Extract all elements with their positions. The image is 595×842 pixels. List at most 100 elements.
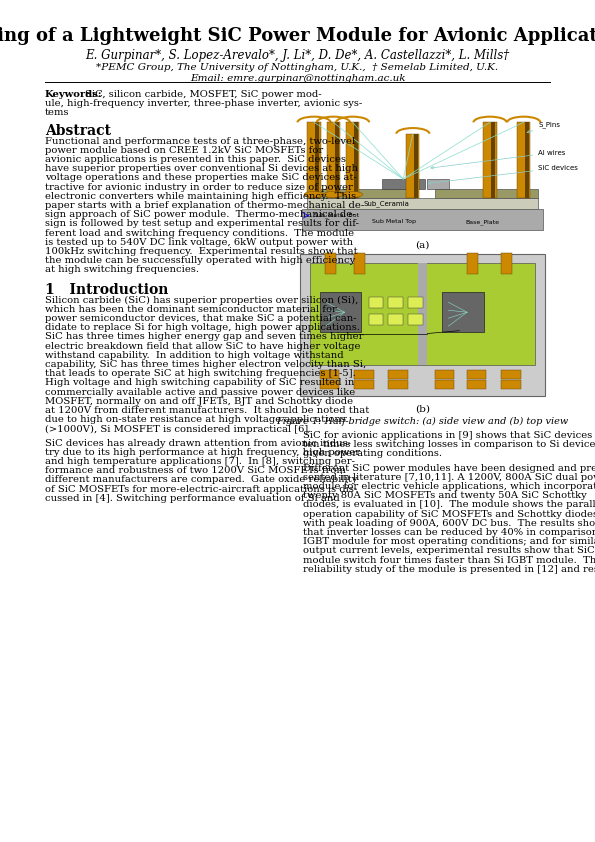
Text: 100kHz switching frequency.  Experimental results show that: 100kHz switching frequency. Experimental… <box>45 247 358 256</box>
Text: ule, high-frequency inverter, three-phase inverter, avionic sys-: ule, high-frequency inverter, three-phas… <box>45 99 362 109</box>
Bar <box>418 263 427 365</box>
Bar <box>308 122 321 198</box>
Text: MOSFET, normally on and off JFETs, BJT and Schottky diode: MOSFET, normally on and off JFETs, BJT a… <box>45 397 353 406</box>
Text: SiC has three times higher energy gap and seven times higher: SiC has three times higher energy gap an… <box>45 333 364 341</box>
Bar <box>435 381 455 389</box>
Text: paper starts with a brief explanation of thermo-mechanical de-: paper starts with a brief explanation of… <box>45 201 364 210</box>
Text: SiC devices: SiC devices <box>428 165 578 184</box>
Text: didate to replace Si for high voltage, high power applications.: didate to replace Si for high voltage, h… <box>45 323 360 333</box>
Text: capability, SiC has three times higher electron velocity than Si,: capability, SiC has three times higher e… <box>45 360 367 369</box>
Bar <box>442 292 484 332</box>
Text: output current levels, experimental results show that SiC: output current levels, experimental resu… <box>303 546 595 556</box>
Text: commercially available active and passive power devices like: commercially available active and passiv… <box>45 387 355 397</box>
Text: Figure 1: Half-bridge switch: (a) side view and (b) top view: Figure 1: Half-bridge switch: (a) side v… <box>276 417 569 426</box>
Text: voltage operations and these properties make SiC devices at-: voltage operations and these properties … <box>45 173 357 183</box>
Text: power semiconductor devices, that make SiC a potential can-: power semiconductor devices, that make S… <box>45 314 356 323</box>
Text: Different SiC power modules have been designed and pre-: Different SiC power modules have been de… <box>303 464 595 472</box>
Text: try due to its high performance at high frequency, high power: try due to its high performance at high … <box>45 448 360 457</box>
Bar <box>320 292 361 332</box>
Bar <box>320 381 339 389</box>
Text: cussed in [4]. Switching performance evaluation of Si and: cussed in [4]. Switching performance eva… <box>45 493 340 503</box>
Text: given operating conditions.: given operating conditions. <box>303 450 442 458</box>
Bar <box>408 296 422 308</box>
Text: Testing of a Lightweight SiC Power Module for Avionic Applications: Testing of a Lightweight SiC Power Modul… <box>0 27 595 45</box>
Text: 1   Introduction: 1 Introduction <box>45 283 168 296</box>
Bar <box>414 134 418 198</box>
Text: electronic converters while maintaining high efficiency.  This: electronic converters while maintaining … <box>45 192 356 200</box>
Text: which has been the dominant semiconductor material for: which has been the dominant semiconducto… <box>45 305 337 314</box>
Text: operation capability of SiC MOSFETs and Schottky diodes: operation capability of SiC MOSFETs and … <box>303 509 595 519</box>
Text: avionic applications is presented in this paper.  SiC devices: avionic applications is presented in thi… <box>45 155 346 164</box>
Text: that leads to operate SiC at high switching frequencies [1-5].: that leads to operate SiC at high switch… <box>45 369 356 378</box>
Text: diodes, is evaluated in [10].  The module shows the parallel: diodes, is evaluated in [10]. The module… <box>303 500 595 509</box>
Text: due to high on-state resistance at high voltage applications: due to high on-state resistance at high … <box>45 415 346 424</box>
Text: (a): (a) <box>415 241 430 250</box>
Ellipse shape <box>343 191 362 198</box>
Bar <box>307 189 415 198</box>
Text: electric breakdown field that allow SiC to have higher voltage: electric breakdown field that allow SiC … <box>45 342 361 350</box>
Text: Base_Plate: Base_Plate <box>466 219 500 225</box>
Text: that inverter losses can be reduced by 40% in comparison to Si: that inverter losses can be reduced by 4… <box>303 528 595 537</box>
Text: different manufacturers are compared.  Gate oxide reliability: different manufacturers are compared. Ga… <box>45 476 358 484</box>
Bar <box>501 370 521 379</box>
Text: Al wires: Al wires <box>431 150 566 169</box>
Text: tems: tems <box>45 109 70 117</box>
Text: with peak loading of 900A, 600V DC bus.  The results show: with peak loading of 900A, 600V DC bus. … <box>303 519 595 528</box>
Text: ferent load and switching frequency conditions.  The module: ferent load and switching frequency cond… <box>45 228 354 237</box>
Bar <box>324 253 336 274</box>
Text: Functional and performance tests of a three-phase, two-level: Functional and performance tests of a th… <box>45 136 355 146</box>
Text: SiC for avionic applications in [9] shows that SiC devices have: SiC for avionic applications in [9] show… <box>303 431 595 440</box>
Bar <box>354 381 374 389</box>
Text: Sub_Metal_Bot: Sub_Metal_Bot <box>314 213 360 218</box>
Bar <box>501 381 521 389</box>
Bar <box>388 313 403 325</box>
Bar <box>354 370 374 379</box>
Bar <box>427 179 449 189</box>
Text: at high switching frequencies.: at high switching frequencies. <box>45 265 199 274</box>
Bar <box>368 313 383 325</box>
Ellipse shape <box>324 191 343 198</box>
Text: (>1000V), Si MOSFET is considered impractical [6].: (>1000V), Si MOSFET is considered imprac… <box>45 424 311 434</box>
Bar <box>315 122 320 198</box>
Text: Sub Metal Top: Sub Metal Top <box>372 219 415 224</box>
Bar <box>307 198 538 210</box>
Text: twenty 80A SiC MOSFETs and twenty 50A SiC Schottky: twenty 80A SiC MOSFETs and twenty 50A Si… <box>303 491 587 500</box>
Text: is tested up to 540V DC link voltage, 6kW output power with: is tested up to 540V DC link voltage, 6k… <box>45 237 353 247</box>
Text: (b): (b) <box>415 405 430 414</box>
Text: Sub_Ceramia: Sub_Ceramia <box>364 200 409 207</box>
Text: Email: emre.gurpinar@nottingham.ac.uk: Email: emre.gurpinar@nottingham.ac.uk <box>190 74 405 83</box>
Text: sign approach of SiC power module.  Thermo-mechanical de-: sign approach of SiC power module. Therm… <box>45 210 356 219</box>
Bar <box>466 381 486 389</box>
Ellipse shape <box>304 191 324 198</box>
Bar <box>320 370 339 379</box>
Bar <box>346 122 359 198</box>
Text: of SiC MOSFETs for more-electric-aircraft applications is dis-: of SiC MOSFETs for more-electric-aircraf… <box>45 485 357 493</box>
Text: ten times less switching losses in comparison to Si devices for: ten times less switching losses in compa… <box>303 440 595 449</box>
Text: tractive for avionic industry in order to reduce size of power: tractive for avionic industry in order t… <box>45 183 353 192</box>
Bar <box>435 370 455 379</box>
Text: withstand capability.  In addition to high voltage withstand: withstand capability. In addition to hig… <box>45 351 344 360</box>
Bar <box>483 122 497 198</box>
Text: module switch four times faster than Si IGBT module.  The: module switch four times faster than Si … <box>303 556 595 565</box>
Bar <box>388 370 408 379</box>
Bar <box>302 210 543 230</box>
Bar <box>297 87 548 235</box>
Text: module for electric vehicle applications, which incorporates: module for electric vehicle applications… <box>303 482 595 491</box>
Bar <box>491 122 495 198</box>
Text: have superior properties over conventional Si devices at high: have superior properties over convention… <box>45 164 358 173</box>
Text: IGBT module for most operating conditions; and for similar: IGBT module for most operating condition… <box>303 537 595 546</box>
Bar <box>354 253 365 274</box>
Text: Silicon carbide (SiC) has superior properties over silicon (Si),: Silicon carbide (SiC) has superior prope… <box>45 296 358 305</box>
Bar <box>408 313 422 325</box>
Bar <box>406 134 419 198</box>
Text: Abstract: Abstract <box>45 124 111 137</box>
Text: reliability study of the module is presented in [12] and results: reliability study of the module is prese… <box>303 565 595 573</box>
Bar <box>501 253 512 274</box>
Bar <box>388 381 408 389</box>
Text: Keywords:: Keywords: <box>45 90 102 99</box>
Bar <box>327 122 340 198</box>
Bar <box>517 122 530 198</box>
Text: S_Pins: S_Pins <box>527 121 560 133</box>
Bar <box>310 263 535 365</box>
Text: sign is followed by test setup and experimental results for dif-: sign is followed by test setup and exper… <box>45 220 359 228</box>
